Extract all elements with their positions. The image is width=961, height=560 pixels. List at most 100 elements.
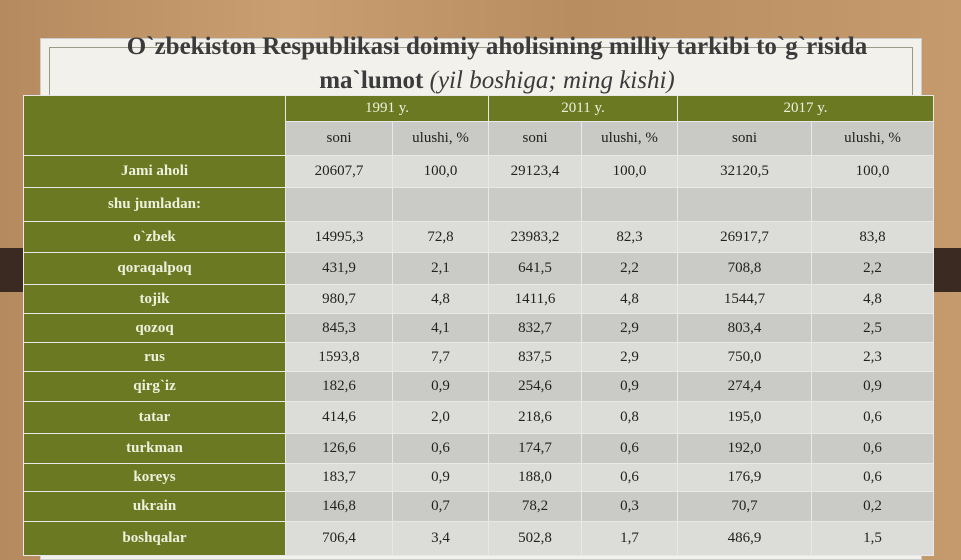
- data-row: qozoq 845,3 4,1 832,7 2,9 803,4 2,5: [23, 313, 935, 343]
- row-label: qoraqalpoq: [23, 252, 286, 285]
- cell: 32120,5: [677, 155, 813, 188]
- cell: 126,6: [285, 433, 393, 464]
- row-label: rus: [23, 342, 286, 372]
- cell: 0,6: [580, 433, 679, 464]
- row-label: ukrain: [23, 491, 286, 522]
- cell: 78,2: [488, 491, 582, 522]
- cell: 2,9: [580, 342, 679, 372]
- cell: 0,2: [811, 491, 935, 522]
- row-label: shu jumladan:: [23, 187, 286, 222]
- cell: 2,9: [580, 313, 679, 343]
- data-row: tatar 414,6 2,0 218,6 0,8 195,0 0,6: [23, 401, 935, 434]
- data-row: rus 1593,8 7,7 837,5 2,9 750,0 2,3: [23, 342, 935, 372]
- cell: 708,8: [677, 252, 813, 285]
- cell: 14995,3: [285, 221, 393, 253]
- data-row: qoraqalpoq 431,9 2,1 641,5 2,2 708,8 2,2: [23, 252, 935, 285]
- subheader: ulushi, %: [580, 121, 679, 156]
- empty-cell: [580, 187, 679, 222]
- cell: 182,6: [285, 371, 393, 402]
- cell: 0,6: [811, 463, 935, 492]
- title: O`zbekiston Respublikasi doimiy aholisin…: [122, 30, 872, 98]
- cell: 0,9: [580, 371, 679, 402]
- header-row: 1991 y. 2011 y. 2017 y.: [23, 95, 935, 156]
- row-label: turkman: [23, 433, 286, 464]
- cell: 174,7: [488, 433, 582, 464]
- cell: 706,4: [285, 521, 393, 556]
- cell: 72,8: [392, 221, 489, 253]
- cell: 0,6: [811, 401, 935, 434]
- cell: 274,4: [677, 371, 813, 402]
- row-label: koreys: [23, 463, 286, 492]
- data-row: koreys 183,7 0,9 188,0 0,6 176,9 0,6: [23, 463, 935, 492]
- data-row: shu jumladan:: [23, 187, 935, 222]
- row-label: tatar: [23, 401, 286, 434]
- cell: 100,0: [580, 155, 679, 188]
- data-row: boshqalar 706,4 3,4 502,8 1,7 486,9 1,5: [23, 521, 935, 556]
- cell: 2,1: [392, 252, 489, 285]
- cell: 26917,7: [677, 221, 813, 253]
- cell: 641,5: [488, 252, 582, 285]
- cell: 4,8: [392, 284, 489, 314]
- cell: 195,0: [677, 401, 813, 434]
- cell: 3,4: [392, 521, 489, 556]
- cell: 750,0: [677, 342, 813, 372]
- cell: 980,7: [285, 284, 393, 314]
- subheader: soni: [285, 121, 393, 156]
- cell: 176,9: [677, 463, 813, 492]
- subheader-row: soni ulushi, % soni ulushi, % soni ulushi, %: [24, 121, 935, 156]
- cell: 1544,7: [677, 284, 813, 314]
- cell: 0,9: [811, 371, 935, 402]
- corner-cell: [23, 95, 286, 156]
- cell: 1,7: [580, 521, 679, 556]
- cell: 29123,4: [488, 155, 582, 188]
- cell: 837,5: [488, 342, 582, 372]
- cell: 254,6: [488, 371, 582, 402]
- cell: 192,0: [677, 433, 813, 464]
- cell: 2,2: [580, 252, 679, 285]
- cell: 414,6: [285, 401, 393, 434]
- cell: 1,5: [811, 521, 935, 556]
- cell: 146,8: [285, 491, 393, 522]
- cell: 183,7: [285, 463, 393, 492]
- cell: 2,3: [811, 342, 935, 372]
- subheader: ulushi, %: [811, 121, 935, 156]
- cell: 0,9: [392, 463, 489, 492]
- cell: 0,7: [392, 491, 489, 522]
- data-row: o`zbek 14995,3 72,8 23983,2 82,3 26917,7 83,8: [23, 221, 935, 253]
- empty-cell: [285, 187, 393, 222]
- cell: 0,6: [392, 433, 489, 464]
- cell: 70,7: [677, 491, 813, 522]
- cell: 486,9: [677, 521, 813, 556]
- row-label: Jami aholi: [23, 155, 286, 188]
- cell: 218,6: [488, 401, 582, 434]
- cell: 83,8: [811, 221, 935, 253]
- year-header: 2011 y.: [487, 95, 679, 122]
- cell: 20607,7: [285, 155, 393, 188]
- empty-cell: [392, 187, 489, 222]
- cell: 502,8: [488, 521, 582, 556]
- cell: 0,3: [580, 491, 679, 522]
- data-row: ukrain 146,8 0,7 78,2 0,3 70,7 0,2: [23, 491, 935, 522]
- cell: 100,0: [392, 155, 489, 188]
- title-text: O`zbekiston Respublikasi doimiy aholisin…: [126, 33, 868, 94]
- cell: 2,5: [811, 313, 935, 343]
- cell: 23983,2: [488, 221, 582, 253]
- cell: 4,8: [580, 284, 679, 314]
- year-header: 2017 y.: [677, 95, 935, 122]
- data-row: turkman 126,6 0,6 174,7 0,6 192,0 0,6: [23, 433, 935, 464]
- cell: 2,0: [392, 401, 489, 434]
- empty-cell: [677, 187, 813, 222]
- cell: 0,6: [811, 433, 935, 464]
- cell: 431,9: [285, 252, 393, 285]
- cell: 1411,6: [488, 284, 582, 314]
- empty-cell: [811, 187, 935, 222]
- cell: 845,3: [285, 313, 393, 343]
- data-row: qirg`iz 182,6 0,9 254,6 0,9 274,4 0,9: [23, 371, 935, 402]
- subtitle: (yil boshiga; ming kishi): [429, 67, 675, 94]
- cell: 4,8: [811, 284, 935, 314]
- cell: 0,6: [580, 463, 679, 492]
- cell: 0,9: [392, 371, 489, 402]
- cell: 188,0: [488, 463, 582, 492]
- row-label: tojik: [23, 284, 286, 314]
